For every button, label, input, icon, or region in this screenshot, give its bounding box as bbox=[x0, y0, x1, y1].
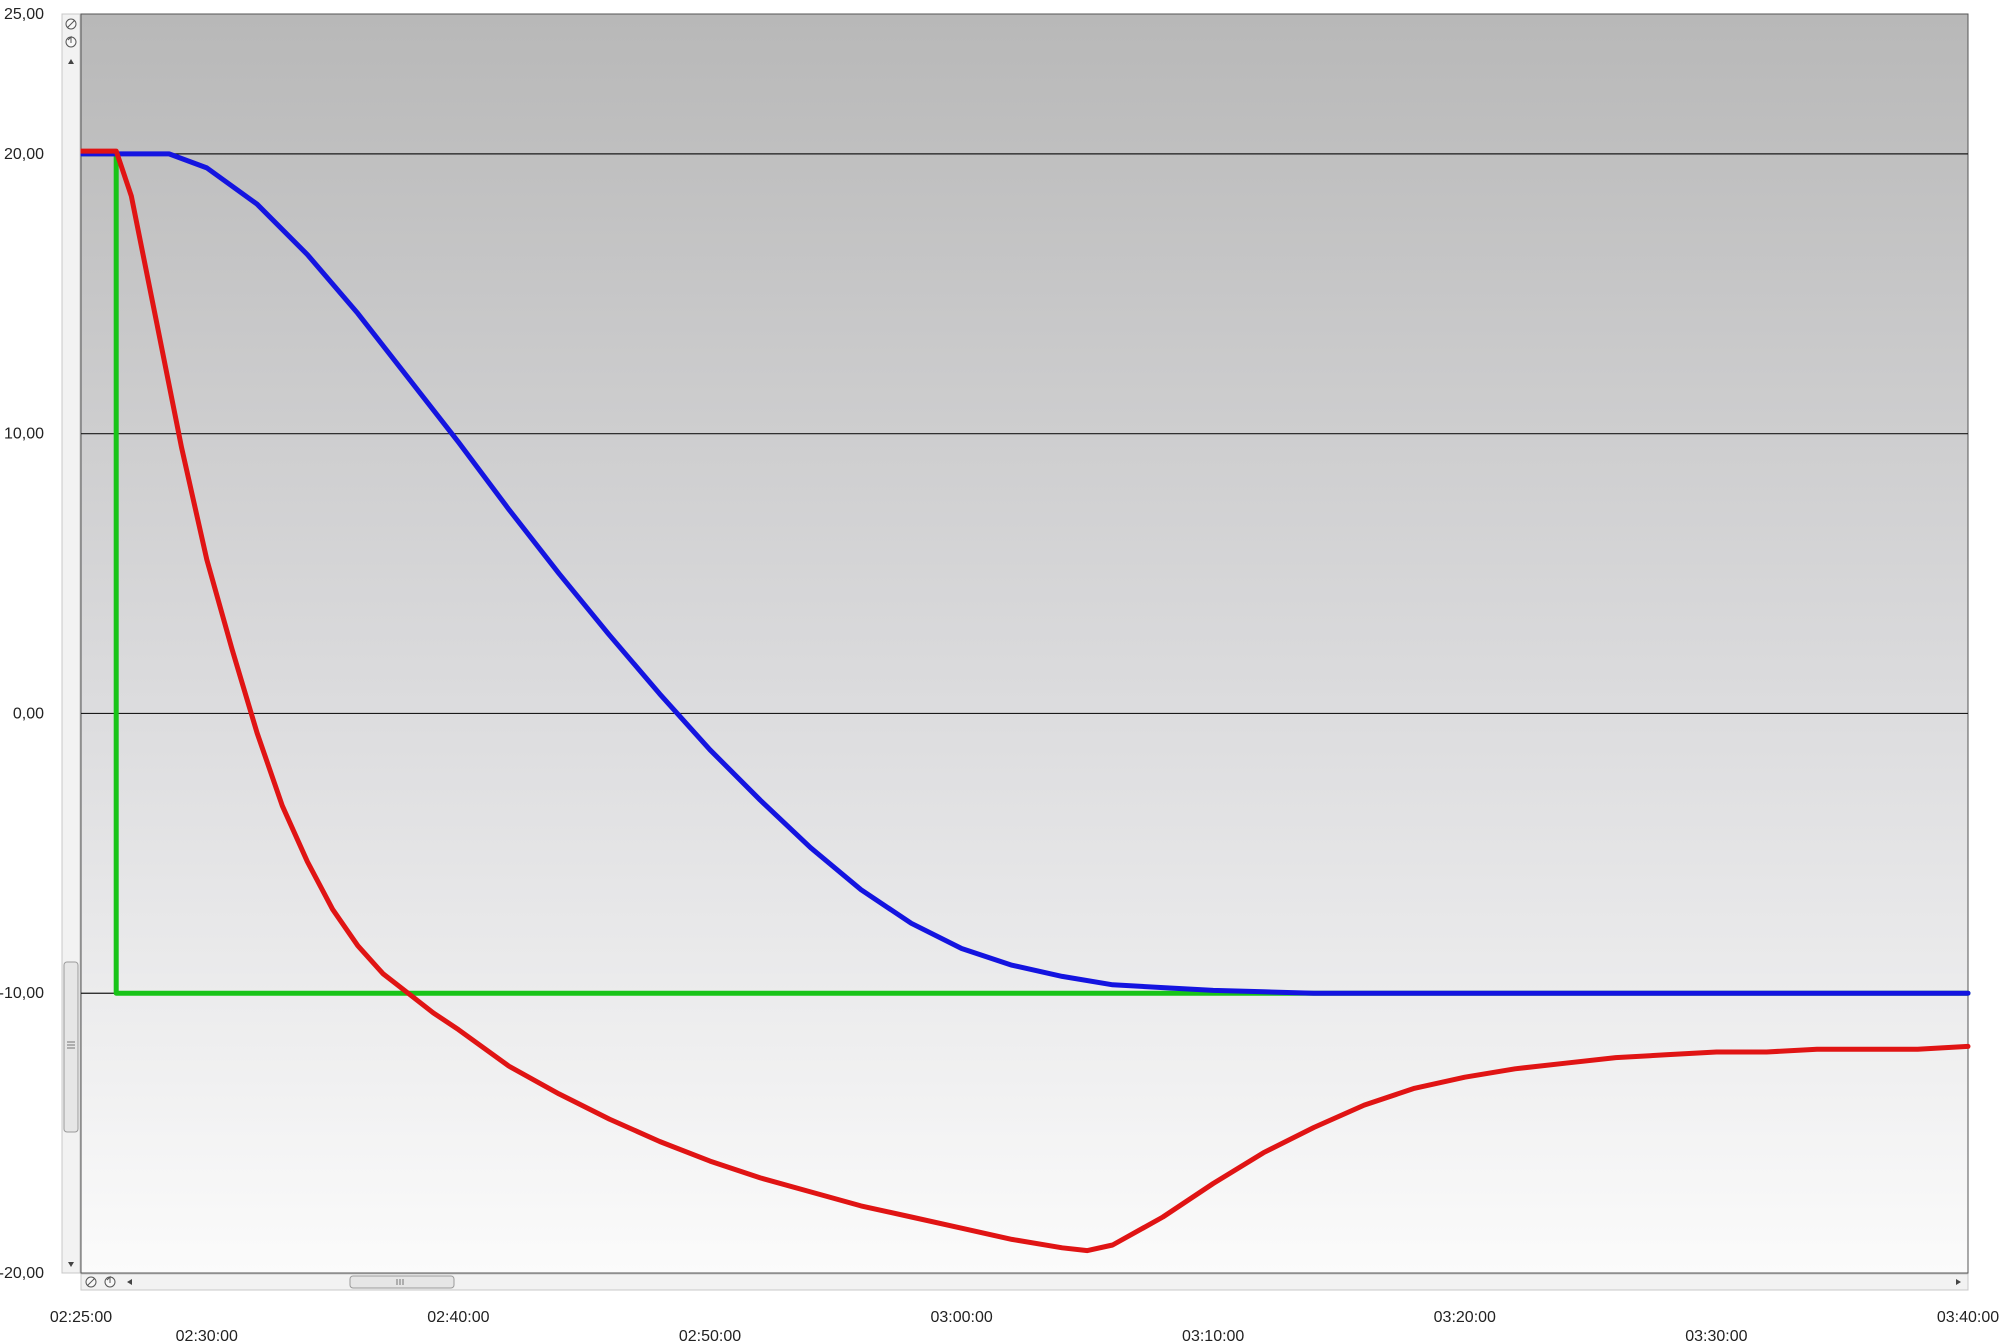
zoom-reset-icon[interactable] bbox=[65, 18, 77, 30]
y-tick-label: 20,00 bbox=[4, 146, 44, 163]
plot-area bbox=[80, 13, 1969, 1274]
horizontal-scroll-thumb[interactable] bbox=[349, 1275, 455, 1289]
y-tick-label: 10,00 bbox=[4, 426, 44, 443]
series-line bbox=[78, 151, 1971, 996]
x-tick-label: 02:40:00 bbox=[427, 1309, 489, 1326]
horizontal-scrollbar[interactable] bbox=[80, 1273, 1969, 1291]
y-tick-label: -10,00 bbox=[0, 985, 44, 1002]
vertical-scroll-thumb[interactable] bbox=[63, 961, 79, 1133]
undo-zoom-icon[interactable] bbox=[65, 35, 77, 48]
scroll-thumb-grip-icon bbox=[396, 1279, 404, 1285]
scroll-left-arrow-icon[interactable] bbox=[127, 1279, 132, 1285]
y-tick-label: -20,00 bbox=[0, 1265, 44, 1282]
x-tick-label: 02:30:00 bbox=[176, 1328, 238, 1343]
zoom-reset-icon[interactable] bbox=[85, 1276, 97, 1288]
x-axis-tick-labels: 02:25:00 02:30:00 02:40:00 02:50:00 03:00:00… bbox=[50, 1309, 1999, 1343]
series-line bbox=[78, 148, 1971, 1254]
x-tick-label: 03:10:00 bbox=[1182, 1328, 1244, 1343]
scroll-down-arrow-icon[interactable] bbox=[68, 1262, 74, 1267]
y-axis-tick-labels: 25,00 20,00 10,00 0,00 -10,00 -20,00 bbox=[0, 6, 44, 1282]
y-tick-label: 0,00 bbox=[13, 705, 44, 722]
scroll-up-arrow-icon[interactable] bbox=[68, 59, 74, 64]
y-tick-label: 25,00 bbox=[4, 6, 44, 23]
scroll-thumb-grip-icon bbox=[67, 1041, 75, 1049]
x-tick-label: 03:40:00 bbox=[1937, 1309, 1999, 1326]
x-tick-label: 03:20:00 bbox=[1434, 1309, 1496, 1326]
scroll-right-arrow-icon[interactable] bbox=[1956, 1279, 1961, 1285]
x-tick-label: 03:30:00 bbox=[1685, 1328, 1747, 1343]
x-tick-label: 03:00:00 bbox=[930, 1309, 992, 1326]
undo-zoom-icon[interactable] bbox=[104, 1275, 116, 1288]
x-tick-label: 02:50:00 bbox=[679, 1328, 741, 1343]
vertical-scrollbar[interactable] bbox=[61, 13, 81, 1274]
x-tick-label: 02:25:00 bbox=[50, 1309, 112, 1326]
data-series bbox=[78, 148, 1971, 1254]
